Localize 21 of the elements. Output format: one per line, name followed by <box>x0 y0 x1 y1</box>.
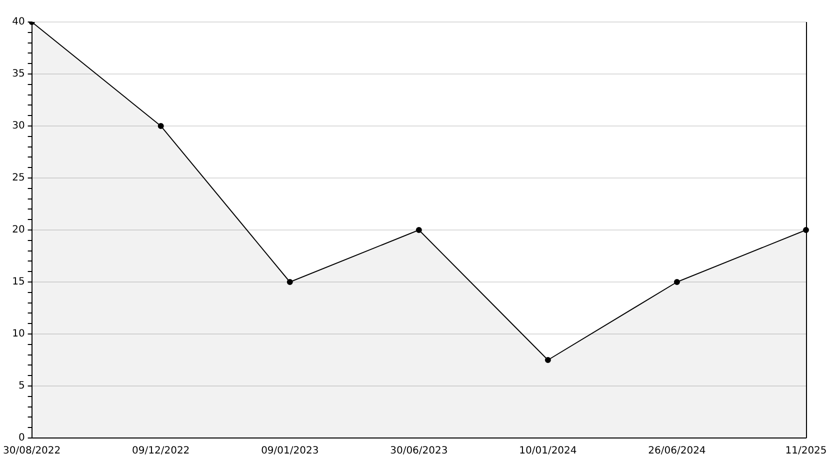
x-tick-label: 11/2025 <box>785 446 827 457</box>
y-tick-label: 10 <box>12 328 25 340</box>
x-tick-label: 09/12/2022 <box>132 446 190 457</box>
point <box>416 227 422 233</box>
y-tick-label: 40 <box>12 16 25 28</box>
point <box>674 279 680 285</box>
y-tick-label: 5 <box>18 380 25 392</box>
x-tick-label: 09/01/2023 <box>261 446 319 457</box>
x-tick-label: 26/06/2024 <box>648 446 706 457</box>
y-tick-label: 0 <box>18 432 25 444</box>
point <box>286 279 293 285</box>
x-tick-label: 30/08/2022 <box>3 446 61 457</box>
y-tick-label: 30 <box>12 120 25 132</box>
y-tick-label: 15 <box>12 276 25 288</box>
y-tick-label: 20 <box>12 224 25 236</box>
point <box>158 123 164 129</box>
y-tick-label: 35 <box>12 68 25 80</box>
x-tick-label: 10/01/2024 <box>519 446 577 457</box>
x-tick-label: 30/06/2023 <box>390 446 448 457</box>
point <box>544 357 551 363</box>
y-tick-label: 25 <box>12 172 25 184</box>
